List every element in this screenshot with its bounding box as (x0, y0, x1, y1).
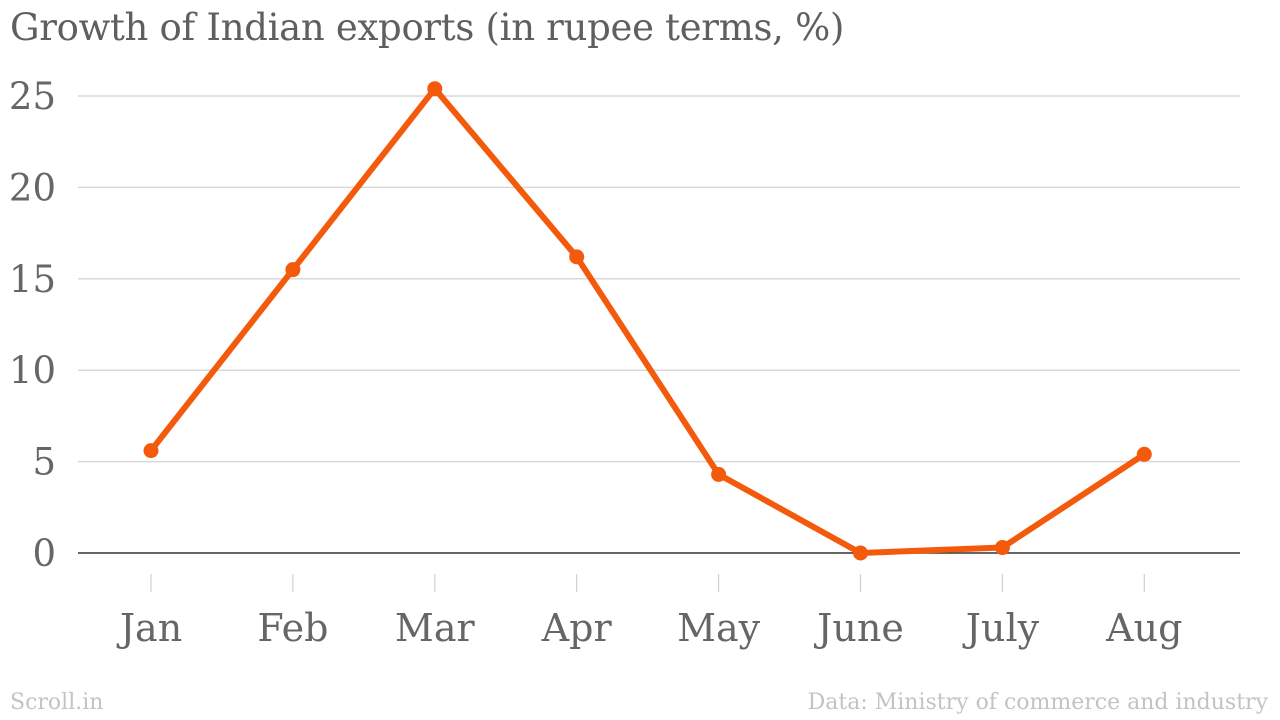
line-chart: 0 5 10 15 20 25 Jan Feb Mar Apr May June July Aug (9, 75, 1240, 650)
y-tick-label: 25 (9, 75, 56, 118)
chart-title: Growth of Indian exports (in rupee terms… (10, 6, 845, 49)
data-credit: Data: Ministry of commerce and industry (807, 690, 1268, 715)
data-point-jan (143, 443, 159, 459)
x-tick-label: Apr (541, 606, 613, 650)
x-tick-label: Aug (1105, 606, 1182, 650)
data-point-feb (285, 262, 301, 278)
data-point-june (853, 545, 868, 561)
gridlines (78, 95, 1240, 554)
y-tick-label: 5 (32, 441, 56, 484)
x-tick-label: Jan (116, 606, 182, 650)
data-point-july (994, 540, 1010, 556)
series-line (148, 85, 1148, 556)
data-point-aug (1136, 446, 1152, 462)
data-points (143, 81, 1152, 561)
y-axis-ticks: 0 5 10 15 20 25 (9, 75, 56, 575)
x-axis-ticks: Jan Feb Mar Apr May June July Aug (116, 574, 1182, 650)
x-tick-label: Feb (257, 606, 328, 650)
x-tick-label: May (677, 606, 761, 650)
source-brand: Scroll.in (10, 690, 104, 715)
y-tick-label: 15 (9, 258, 56, 301)
data-point-apr (569, 249, 585, 265)
series-line-layer (148, 85, 1148, 556)
y-tick-label: 20 (9, 166, 56, 209)
data-point-may (711, 466, 727, 482)
y-tick-label: 0 (32, 532, 56, 575)
x-tick-label: Mar (395, 606, 476, 650)
x-tick-label: July (962, 606, 1040, 650)
data-point-mar (427, 81, 443, 97)
y-tick-label: 10 (9, 349, 56, 392)
x-tick-label: June (813, 606, 904, 650)
